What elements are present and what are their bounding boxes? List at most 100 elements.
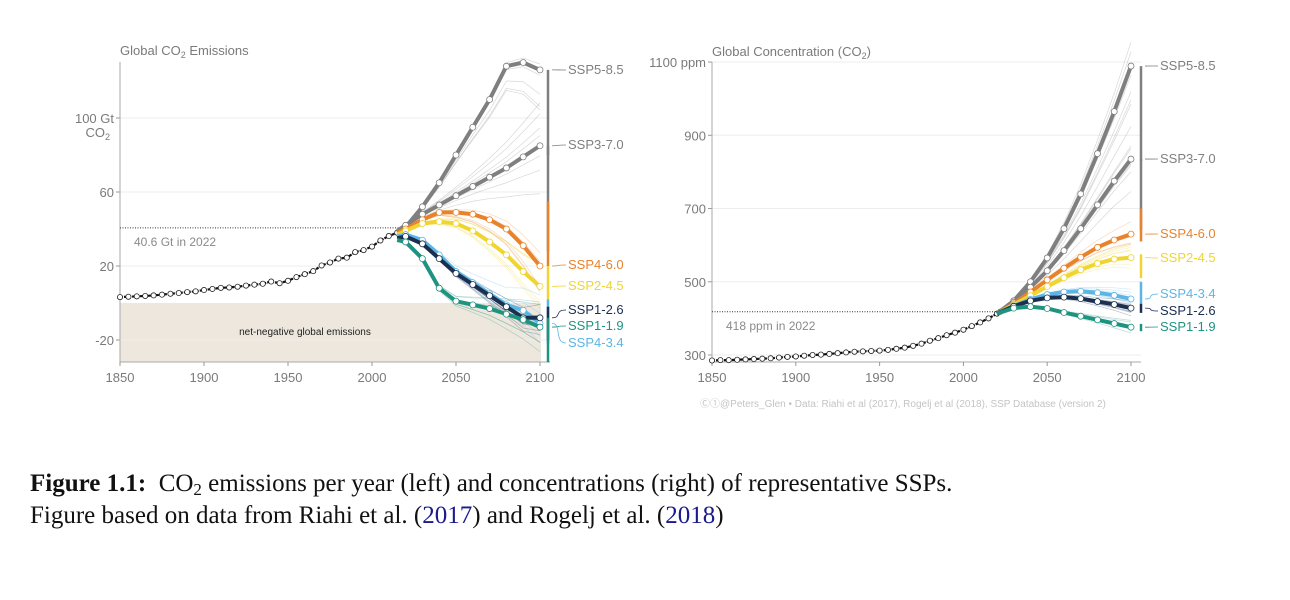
series-point-ssp5-8-5: [1094, 150, 1101, 157]
legend-leader-ssp4-6-0: [551, 264, 567, 267]
x-tick-label: 2100: [1117, 370, 1146, 385]
historical-point: [192, 288, 199, 295]
series-point-ssp2-4-5: [452, 220, 460, 227]
legend-label-ssp4-3-4: SSP4-3.4: [1160, 286, 1216, 301]
x-tick-label: 1850: [698, 370, 727, 385]
series-point-ssp1-2-6: [418, 240, 426, 248]
y-tick-label: 300: [684, 348, 706, 363]
historical-point: [968, 323, 975, 330]
caption-text-co: CO: [158, 470, 194, 497]
series-point-ssp4-3-4: [1094, 289, 1101, 297]
historical-point: [876, 347, 883, 354]
series-point-ssp4-6-0: [1094, 243, 1101, 251]
caption-text-2a: Figure based on data from Riahi et al. (: [30, 502, 423, 529]
historical-point: [117, 294, 124, 301]
series-line-ssp4-6-0: [396, 210, 542, 268]
x-tick-label: 2100: [526, 370, 555, 385]
historical-point: [977, 319, 984, 326]
historical-point: [801, 352, 808, 359]
series-point-ssp4-6-0: [1077, 253, 1085, 261]
historical-point: [293, 274, 300, 281]
chart-title-end: ): [867, 44, 871, 59]
series-point-ssp1-2-6: [1043, 294, 1051, 302]
historical-point: [926, 337, 933, 344]
historical-point: [158, 291, 165, 298]
historical-point: [985, 315, 992, 322]
annotation-label: 418 ppm in 2022: [726, 319, 816, 333]
series-point-ssp1-1-9: [1027, 303, 1034, 311]
series-point-ssp4-6-0: [502, 225, 510, 233]
historical-point: [259, 280, 266, 287]
historical-point: [776, 354, 783, 361]
legend-label-ssp4-6-0: SSP4-6.0: [568, 257, 624, 272]
series-point-ssp4-3-4: [1127, 295, 1135, 303]
series-point-ssp1-2-6: [1094, 298, 1101, 305]
historical-point: [150, 292, 157, 299]
caption-text-2c: ): [715, 502, 724, 529]
caption-subscript: 2: [193, 480, 202, 499]
chart-title-subscript: 2: [181, 50, 186, 60]
data-credit: Ⓒ①@Peters_Glen • Data: Riahi et al (2017…: [700, 398, 1106, 410]
series-point-ssp1-1-9: [1110, 320, 1118, 327]
historical-point: [750, 356, 757, 363]
historical-point: [717, 357, 724, 364]
series-point-ssp4-3-4: [1077, 287, 1085, 295]
series-point-ssp1-2-6: [452, 269, 460, 277]
citation-link-rogelj[interactable]: 2018: [665, 502, 716, 529]
historical-point: [318, 262, 325, 269]
y-unit-subscript: 2: [105, 132, 110, 142]
series-point-ssp4-6-0: [536, 262, 544, 270]
series-point-ssp1-1-9: [469, 301, 477, 309]
figure-caption: Figure 1.1: CO2 emissions per year (left…: [30, 468, 1270, 532]
citation-link-riahi[interactable]: 2017: [422, 502, 473, 529]
historical-point: [792, 353, 799, 360]
series-point-ssp5-8-5: [1060, 225, 1068, 233]
caption-text-1: emissions per year (left) and concentrat…: [201, 470, 953, 497]
historical-point: [360, 247, 367, 254]
legend-leader-ssp4-3-4: [551, 322, 567, 344]
historical-point: [826, 350, 833, 357]
historical-point: [725, 357, 732, 364]
series-point-ssp1-1-9: [402, 238, 410, 246]
series-point-ssp3-7-0: [536, 142, 544, 150]
caption-line-1: Figure 1.1: CO2 emissions per year (left…: [30, 468, 1270, 500]
chart-title: Global CO2 Emissions: [120, 43, 249, 60]
series-point-ssp5-8-5: [1077, 190, 1085, 198]
historical-point: [918, 340, 925, 347]
y-tick-label: 100 Gt: [75, 111, 114, 126]
y-unit-label: CO2: [85, 125, 110, 142]
x-tick-label: 2000: [949, 370, 978, 385]
series-point-ssp2-4-5: [486, 238, 494, 246]
series-point-ssp2-4-5: [418, 220, 426, 227]
series-point-ssp4-6-0: [435, 208, 443, 216]
historical-point: [268, 278, 275, 285]
legend-label-ssp5-8-5: SSP5-8.5: [568, 62, 624, 77]
legend-label-ssp3-7-0: SSP3-7.0: [1160, 151, 1216, 166]
historical-point: [385, 233, 392, 240]
x-tick-label: 1900: [190, 370, 219, 385]
series-point-ssp2-4-5: [536, 282, 544, 290]
series-point-ssp1-1-9: [1077, 312, 1085, 320]
historical-point: [175, 290, 182, 297]
historical-point: [943, 332, 950, 339]
legend-label-ssp1-1-9: SSP1-1.9: [1160, 319, 1216, 334]
series-point-ssp1-1-9: [1010, 304, 1018, 312]
historical-point: [817, 351, 824, 358]
series-point-ssp5-8-5: [452, 151, 460, 159]
y-tick-label: 900: [684, 128, 706, 143]
legend-label-ssp1-2-6: SSP1-2.6: [568, 302, 624, 317]
series-point-ssp5-8-5: [1127, 62, 1135, 70]
historical-point: [893, 345, 900, 352]
annotation-label: 40.6 Gt in 2022: [134, 235, 216, 249]
caption-label: Figure 1.1:: [30, 470, 147, 497]
series-point-ssp3-7-0: [469, 183, 477, 190]
series-point-ssp5-8-5: [502, 62, 510, 70]
y-tick-label: 20: [100, 259, 114, 274]
x-tick-label: 2000: [358, 370, 387, 385]
net-negative-band: [120, 303, 541, 362]
y-tick-label: 1100 ppm: [649, 55, 706, 70]
historical-point: [859, 348, 866, 355]
series-point-ssp3-7-0: [452, 192, 460, 200]
series-point-ssp2-4-5: [1110, 255, 1118, 263]
historical-point: [167, 290, 174, 297]
